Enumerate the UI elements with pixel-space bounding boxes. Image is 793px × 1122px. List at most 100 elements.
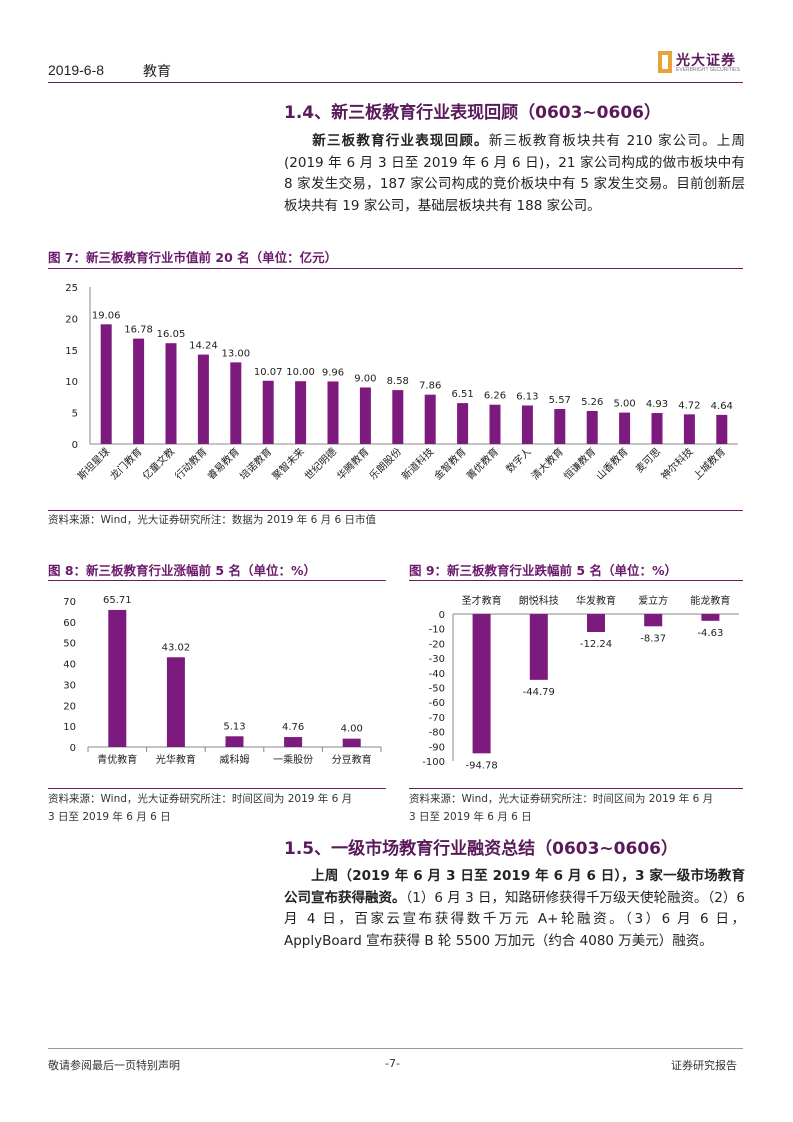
everbright-logo-icon <box>658 51 672 73</box>
fig8-y-tick-label: 70 <box>63 597 76 608</box>
fig8-category-label: 威科姆 <box>220 753 250 766</box>
fig7-category-label: 培诺教育 <box>237 445 274 482</box>
fig9-data-label: -4.63 <box>697 628 723 639</box>
fig8-data-label: 4.76 <box>282 722 304 733</box>
fig8-bar <box>342 738 361 747</box>
fig8-data-label: 65.71 <box>103 595 132 606</box>
fig7-bar <box>521 405 533 444</box>
fig9-bar <box>529 614 548 680</box>
fig7-bar <box>651 413 663 444</box>
fig7-category-label: 山香教育 <box>593 445 630 482</box>
section-1-4-body: 新三板教育板块共有 210 家公司。上周(2019 年 6 月 3 日至 201… <box>284 133 746 214</box>
report-section: 教育 <box>143 64 171 80</box>
fig7-data-label: 10.07 <box>254 367 283 378</box>
section-1-4-heading: 1.4、新三板教育行业表现回顾（0603~0606） <box>284 103 661 123</box>
section-1-4-paragraph: 新三板教育行业表现回顾。新三板教育板块共有 210 家公司。上周(2019 年 … <box>284 131 745 217</box>
fig7-data-label: 5.57 <box>549 395 571 406</box>
fig7-category-label: 神尔科技 <box>658 445 695 482</box>
fig9-bar <box>644 614 663 627</box>
fig7-data-label: 8.58 <box>387 376 409 387</box>
fig9-title-rule <box>409 580 743 581</box>
fig8-y-tick-label: 30 <box>63 680 76 691</box>
fig9-y-tick-label: -100 <box>422 757 445 768</box>
fig7-data-label: 16.05 <box>157 329 186 340</box>
fig7-category-label: 麦可思 <box>633 446 663 476</box>
fig7-data-label: 4.72 <box>678 400 700 411</box>
fig8-data-label: 43.02 <box>162 642 191 653</box>
fig9-y-tick-label: -60 <box>429 698 445 709</box>
fig7-category-label: 睿易教育 <box>204 445 241 482</box>
fig7-data-label: 16.78 <box>124 325 153 336</box>
fig9-data-label: -8.37 <box>640 633 666 644</box>
fig7-category-label: 乐朗股份 <box>367 446 404 483</box>
fig8-bar <box>166 657 185 747</box>
fig8-data-label: 5.13 <box>223 721 245 732</box>
fig9-y-tick-label: -70 <box>429 713 445 724</box>
fig7-bar <box>327 381 339 444</box>
fig7-title: 图 7：新三板教育行业市值前 20 名（单位：亿元） <box>48 250 338 265</box>
fig8-category-label: 一乘股份 <box>273 754 313 766</box>
fig9-data-label: -44.79 <box>523 687 555 698</box>
fig9-y-tick-label: -40 <box>429 669 445 680</box>
fig9-bottom-rule <box>409 788 743 789</box>
fig9-source-line1: 资料来源：Wind，光大证券研究所注：时间区间为 2019 年 6 月 <box>409 793 714 805</box>
fig7-data-label: 5.26 <box>581 397 603 408</box>
fig7-chart: 0 5 10 15 20 25 19.06 斯坦星球 16.78 龙门教育 16.05 亿童文教 14.… <box>65 283 738 483</box>
fig7-data-label: 13.00 <box>221 348 250 359</box>
fig8-source-line2: 3 日至 2019 年 6 月 6 日 <box>48 811 171 823</box>
fig7-bar <box>392 390 404 444</box>
fig8-category-label: 青优教育 <box>97 753 137 766</box>
section-1-5-lead: 上周（2019 年 6 月 3 日至 2019 年 6 月 6 日），3 家一级… <box>284 868 745 906</box>
fig7-y-tick-label: 25 <box>65 283 78 294</box>
fig9-bar <box>587 614 605 632</box>
fig7-bar <box>489 404 501 444</box>
fig7-bar <box>230 362 242 444</box>
fig7-data-label: 7.86 <box>419 381 441 392</box>
fig7-category-label: 世纪明德 <box>302 445 339 482</box>
fig7-data-label: 6.26 <box>484 391 506 402</box>
fig7-category-label: 龙门教育 <box>107 445 144 482</box>
fig9-bar <box>472 614 491 754</box>
fig7-bar <box>554 409 566 444</box>
fig7-y-tick-label: 20 <box>65 314 78 325</box>
fig7-category-label: 数字人 <box>503 445 533 475</box>
fig9-source-line2: 3 日至 2019 年 6 月 6 日 <box>409 811 532 823</box>
fig8-y-tick-label: 50 <box>63 639 76 650</box>
fig7-data-label: 5.00 <box>613 399 635 410</box>
fig7-bar <box>457 403 469 444</box>
fig9-source: 资料来源：Wind，光大证券研究所注：时间区间为 2019 年 6 月 3 日至… <box>409 790 713 826</box>
fig8-category-label: 分豆教育 <box>332 753 372 766</box>
fig7-data-label: 9.96 <box>322 367 344 378</box>
fig7-y-tick-label: 0 <box>72 440 78 451</box>
fig8-chart: 0 10 20 30 40 50 60 70 65.71 青优教育 43.02 光华教育 5.13 威科姆… <box>63 595 382 766</box>
fig7-y-tick-label: 15 <box>65 346 78 357</box>
fig7-data-label: 14.24 <box>189 341 218 352</box>
logo-subtext: EVERBRIGHT SECURITIES <box>676 67 740 73</box>
fig7-category-label: 聚智未来 <box>269 445 306 482</box>
fig8-y-tick-label: 60 <box>63 618 76 629</box>
fig7-data-label: 9.00 <box>354 373 376 384</box>
fig8-title: 图 8：新三板教育行业涨幅前 5 名（单位：%） <box>48 563 316 578</box>
fig7-bar <box>165 343 177 444</box>
fig8-data-label: 4.00 <box>341 724 363 735</box>
fig7-data-label: 6.51 <box>451 389 473 400</box>
fig7-category-label: 新道科技 <box>399 445 436 482</box>
fig9-bar <box>701 614 720 621</box>
fig8-title-rule <box>48 580 386 581</box>
fig7-category-label: 华腾教育 <box>334 445 371 482</box>
fig8-y-tick-label: 10 <box>63 722 76 733</box>
fig7-category-label: 亿童文教 <box>140 445 177 482</box>
fig7-bar <box>586 410 598 444</box>
fig7-bottom-rule <box>48 510 743 511</box>
report-date: 2019-6-8 <box>48 62 105 78</box>
fig7-category-label: 菁优教育 <box>464 445 501 482</box>
fig8-y-tick-label: 40 <box>63 660 76 671</box>
fig8-source: 资料来源：Wind，光大证券研究所注：时间区间为 2019 年 6 月 3 日至… <box>48 790 352 826</box>
fig9-category-label: 爱立方 <box>638 594 668 607</box>
fig9-data-label: -94.78 <box>465 760 497 771</box>
fig7-source: 资料来源：Wind，光大证券研究所注：数据为 2019 年 6 月 6 日市值 <box>48 514 376 526</box>
fig9-y-tick-label: -80 <box>429 728 445 739</box>
fig9-title: 图 9：新三板教育行业跌幅前 5 名（单位：%） <box>409 563 677 578</box>
fig7-bar <box>295 381 307 444</box>
fig8-y-tick-label: 20 <box>63 701 76 712</box>
